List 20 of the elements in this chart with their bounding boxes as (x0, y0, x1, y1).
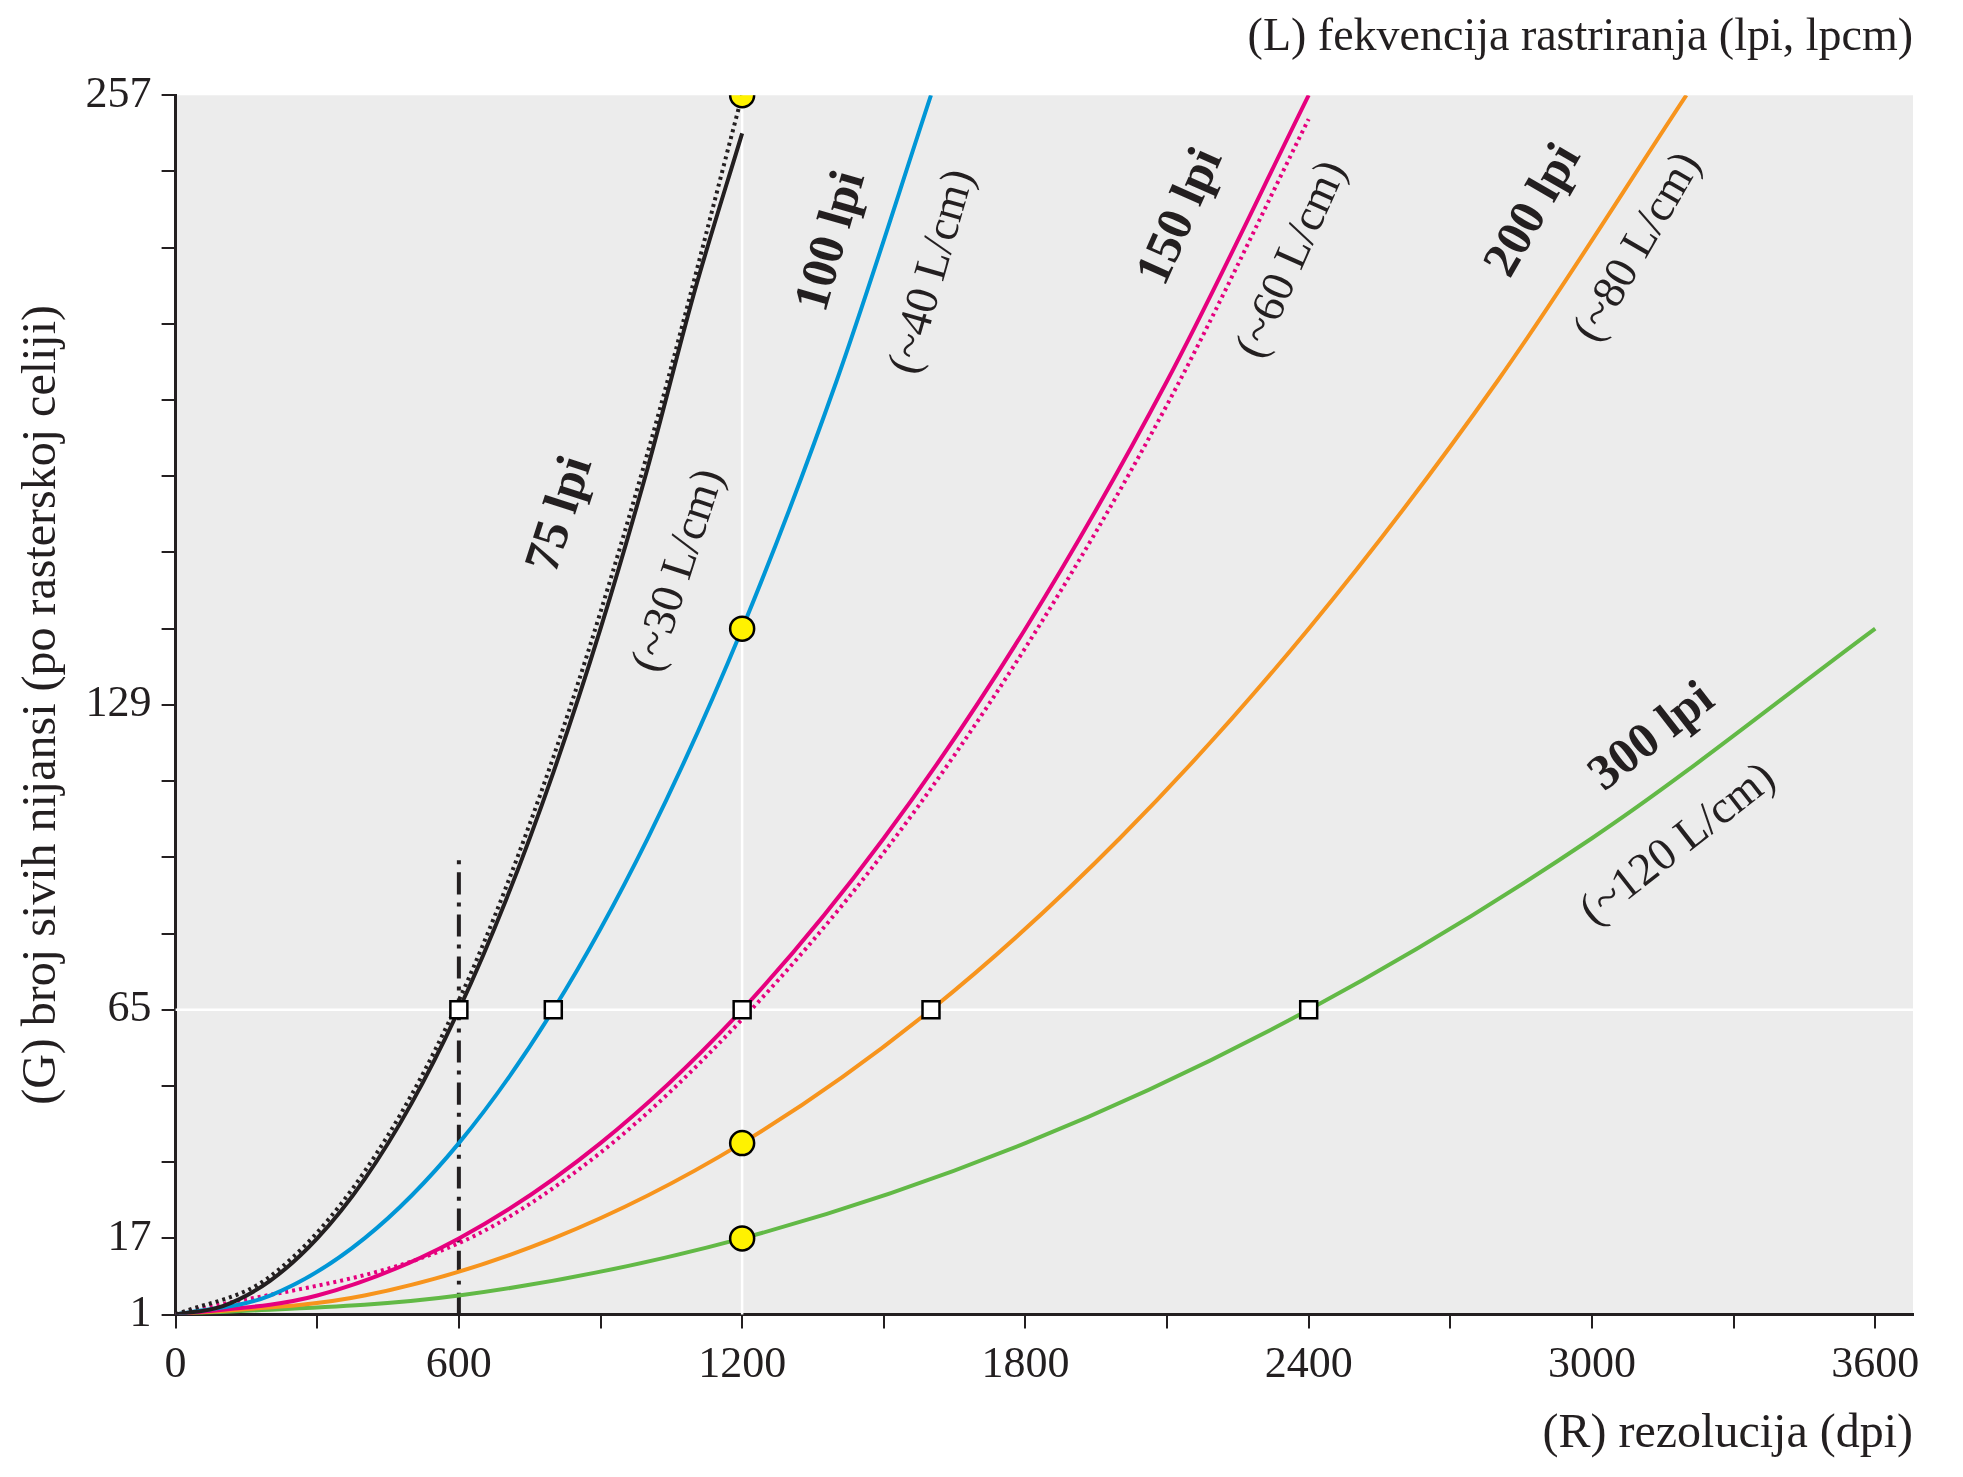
x-axis-title: (R) rezolucija (dpi) (1542, 1403, 1913, 1458)
annotation: 200 lpi (1470, 132, 1591, 285)
y-tick-label: 1 (129, 1287, 152, 1337)
y-tick-label: 65 (107, 982, 152, 1032)
chart-title: (L) fekvencija rastriranja (lpi, lpcm) (1247, 8, 1913, 60)
y-axis-title: (G) broj sivih nijansi (po rasterskoj celiji) (12, 304, 67, 1105)
annotation: 75 lpi (512, 448, 603, 579)
x-tick-label: 600 (425, 1337, 492, 1387)
y-tick-label: 17 (107, 1210, 152, 1260)
annotation: (~30 L/cm) (619, 461, 733, 678)
x-tick-label: 0 (164, 1337, 187, 1387)
x-tick-label: 3600 (1831, 1337, 1920, 1387)
y-tick-label: 129 (85, 677, 152, 727)
x-tick-label: 3000 (1547, 1337, 1636, 1387)
x-tick-label: 2400 (1264, 1337, 1353, 1387)
annotation: (~40 L/cm) (876, 163, 984, 380)
y-tick-label: 257 (85, 67, 152, 117)
x-tick-label: 1800 (981, 1337, 1070, 1387)
x-tick-label: 1200 (698, 1337, 787, 1387)
annotation: 100 lpi (781, 163, 876, 317)
